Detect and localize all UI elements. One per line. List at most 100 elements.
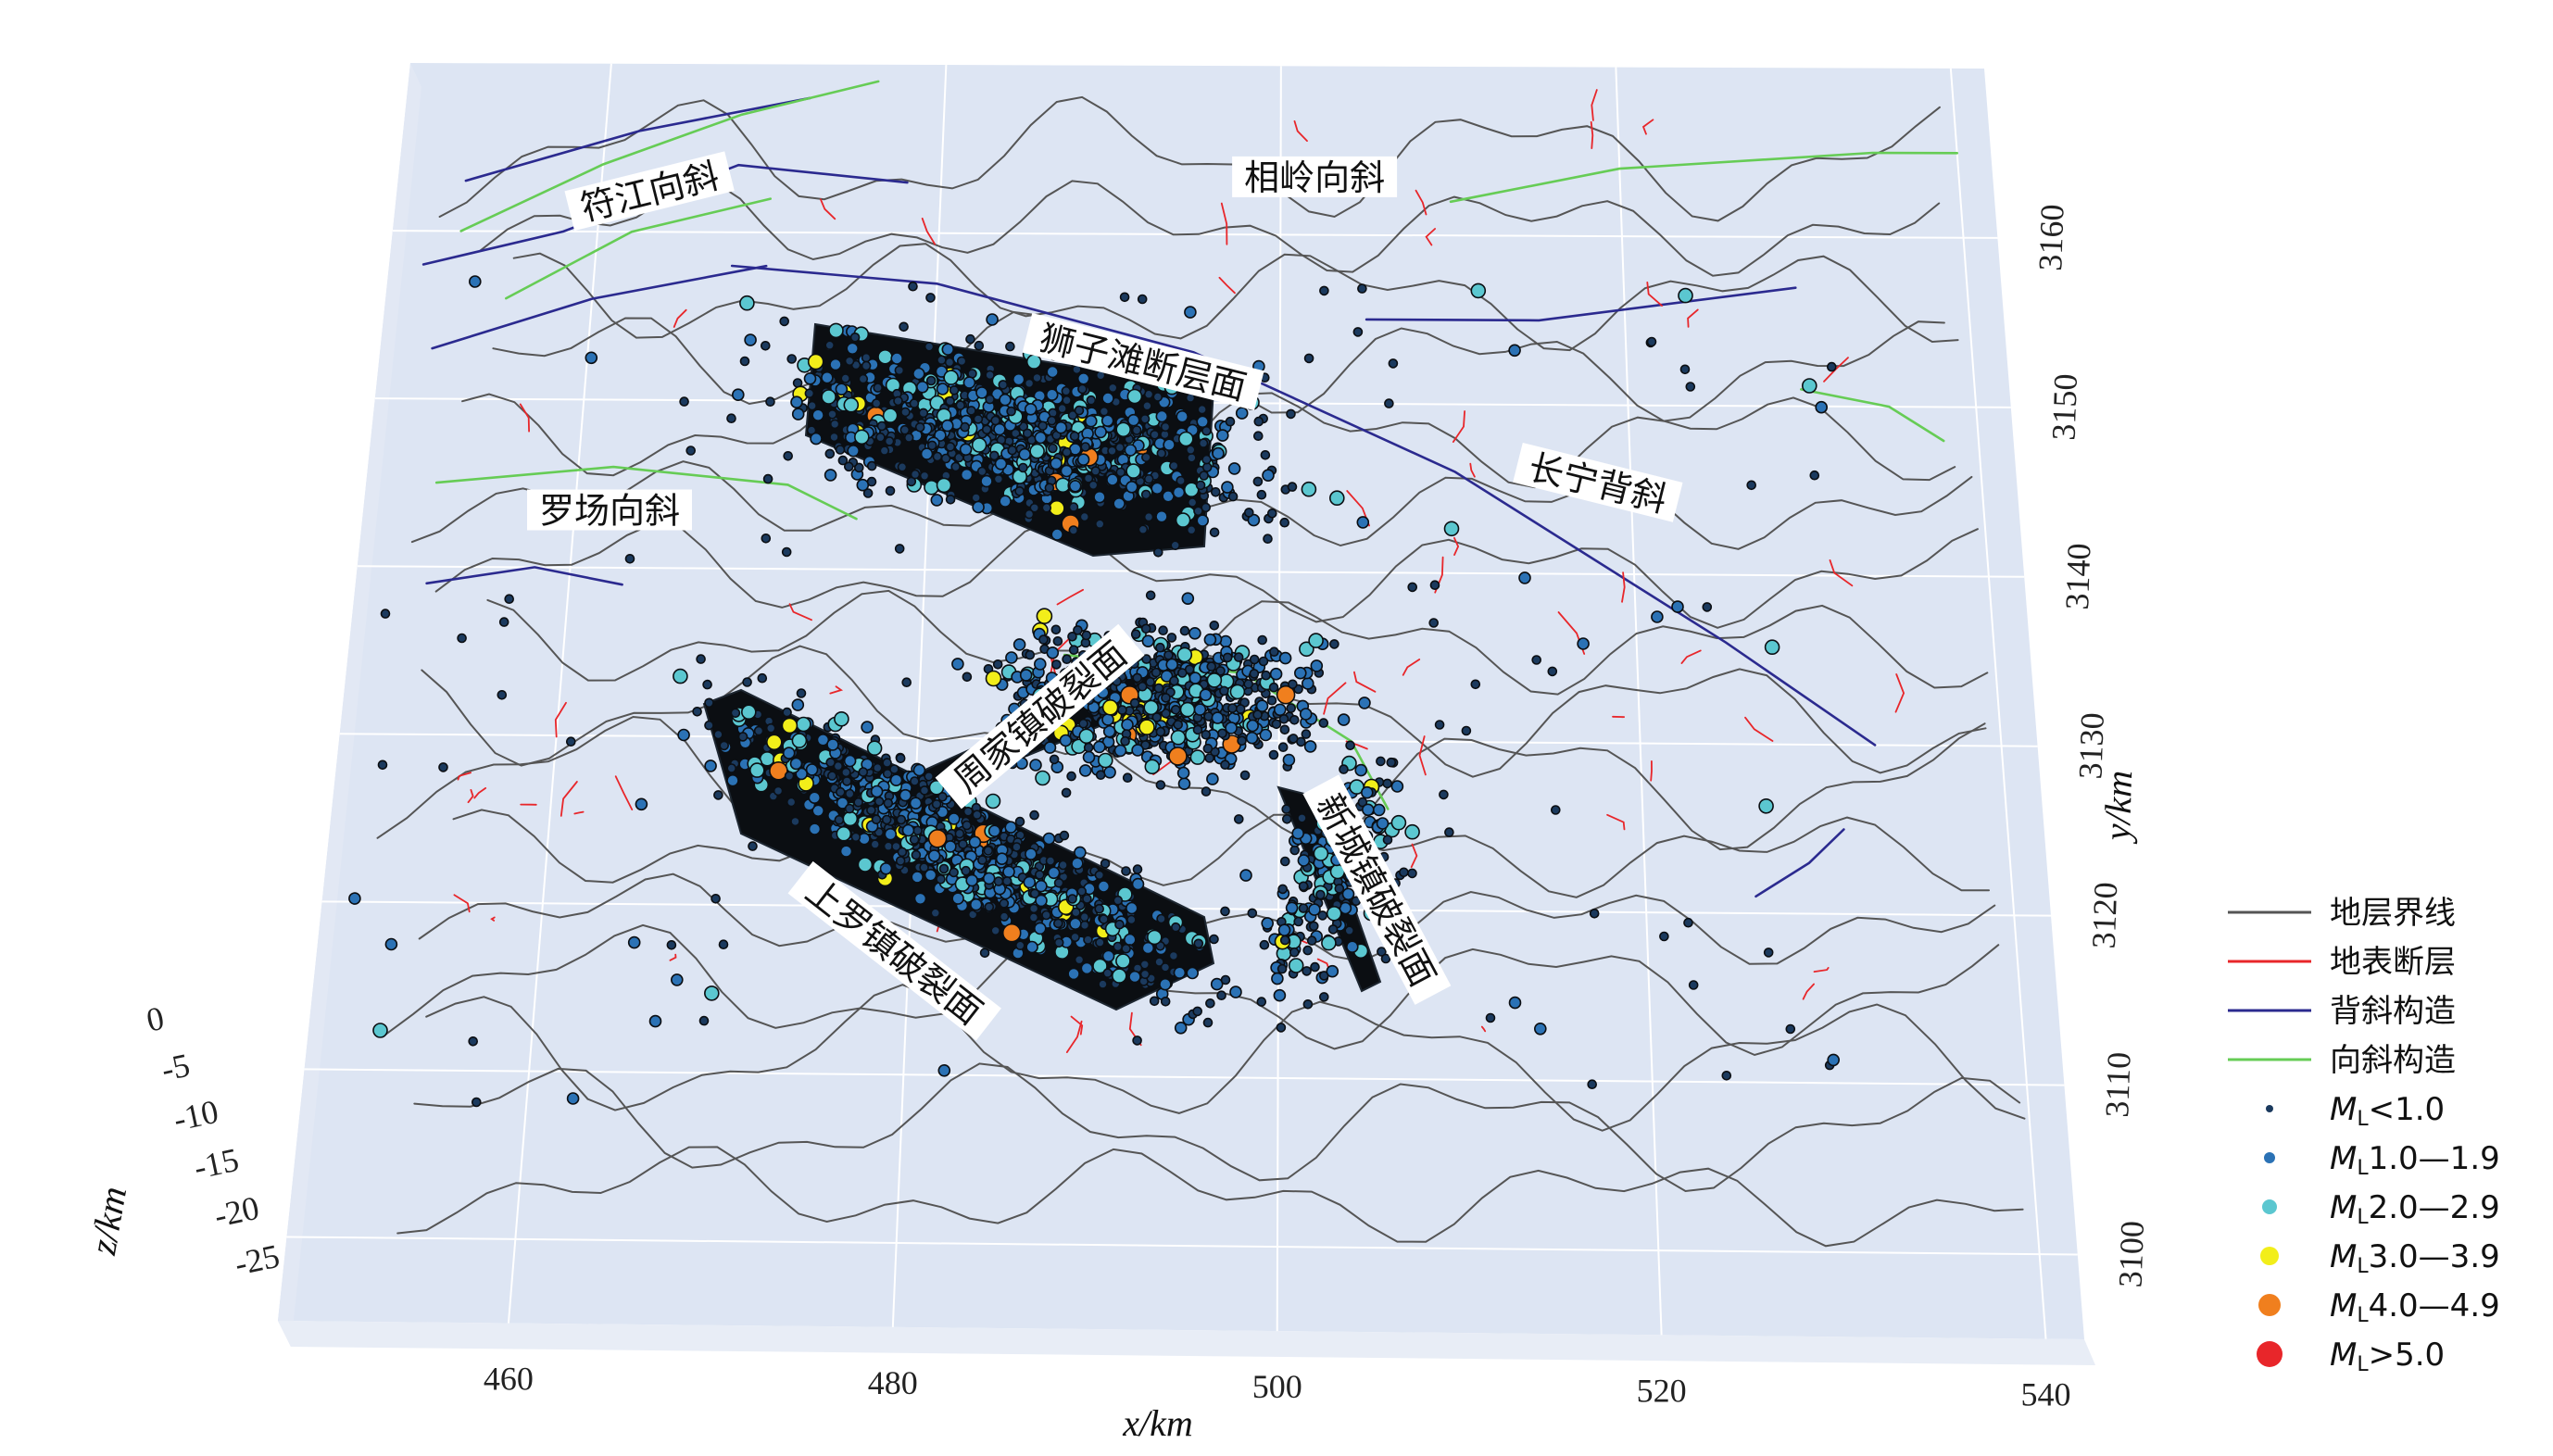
quake-2090 (1005, 651, 1018, 664)
quake-803 (1152, 392, 1163, 402)
quake-871 (1260, 449, 1271, 460)
quake-2321 (1177, 668, 1188, 678)
quake-1614 (1094, 903, 1104, 914)
quake-1478 (1160, 962, 1171, 973)
quake-1601 (982, 872, 996, 885)
quake-1554 (1147, 929, 1163, 946)
quake-1433 (891, 841, 901, 852)
quake-838 (973, 414, 984, 424)
quake-2395 (1145, 676, 1155, 687)
quake-2324 (1081, 630, 1092, 641)
quake-619 (739, 295, 755, 311)
quake-2631 (1470, 282, 1487, 299)
syncline-0 (459, 80, 880, 232)
quake-1644 (995, 852, 1009, 866)
quake-2614 (1354, 763, 1367, 777)
quake-2219 (1141, 654, 1151, 664)
quake-655 (807, 400, 818, 411)
quake-2189 (1206, 661, 1216, 672)
quake-609 (936, 383, 950, 395)
quake-720 (1022, 428, 1033, 439)
quake-451 (1155, 409, 1169, 423)
quake-2598 (1386, 757, 1397, 768)
quake-1648 (993, 876, 1004, 886)
fault-40 (820, 198, 836, 220)
stratum-line-15 (438, 95, 1941, 222)
quake-973 (790, 816, 800, 827)
quake-2580 (1382, 835, 1393, 846)
quake-581 (920, 447, 934, 460)
quake-2396 (1153, 683, 1164, 694)
quake-261 (824, 469, 837, 482)
quake-2002 (1179, 625, 1190, 636)
quake-885 (976, 466, 987, 477)
quake-1672 (977, 855, 987, 865)
annotation-bg (527, 489, 692, 531)
fault-32 (1353, 671, 1377, 693)
quake-1516 (841, 776, 852, 786)
quake-2684 (986, 313, 999, 326)
quake-880 (912, 367, 925, 381)
quake-1660 (1012, 842, 1022, 852)
quake-696 (903, 433, 914, 443)
quake-2049 (1329, 639, 1339, 649)
quake-1562 (834, 814, 845, 825)
quake-2701 (1076, 453, 1090, 467)
quake-1555 (1035, 870, 1045, 880)
quake-515 (1163, 438, 1176, 452)
quake-893 (1160, 421, 1171, 433)
quake-2625 (497, 689, 508, 700)
quake-614 (1156, 448, 1167, 458)
fault-39 (1829, 559, 1854, 587)
quake-2355 (1095, 770, 1106, 781)
x-tick-4: 540 (2021, 1376, 2071, 1413)
quake-1438 (1034, 922, 1047, 935)
quake-836 (1143, 511, 1154, 522)
z-tick-5: -25 (232, 1237, 283, 1283)
quake-2640 (1508, 344, 1521, 358)
quake-2674 (1444, 827, 1454, 837)
quake-1686 (1001, 923, 1022, 943)
quake-1427 (919, 785, 930, 796)
quake-1603 (769, 760, 788, 781)
quake-1912 (1036, 608, 1053, 625)
quake-1682 (1173, 966, 1187, 979)
quake-663 (1101, 392, 1114, 405)
quake-1606 (853, 797, 863, 808)
fault-11 (1813, 967, 1830, 973)
quake-2394 (1117, 705, 1127, 715)
quake-1107 (857, 857, 874, 872)
quake-2677 (1531, 655, 1541, 665)
quake-2641 (1809, 470, 1820, 481)
quake-2718 (1303, 353, 1314, 364)
quake-2175 (1177, 777, 1191, 791)
quake-1372 (850, 832, 861, 843)
quake-2720 (901, 677, 912, 688)
legend-swatch (2266, 1105, 2273, 1112)
quake-704 (980, 474, 993, 488)
quake-2655 (627, 935, 641, 949)
quake-2642 (1461, 725, 1472, 736)
quake-829 (962, 376, 976, 389)
quake-1300 (796, 716, 811, 733)
quake-2599 (1306, 935, 1317, 946)
quake-1654 (1202, 1017, 1214, 1028)
quake-832 (1047, 415, 1057, 426)
fault-65 (1802, 983, 1815, 1000)
quake-886 (1198, 438, 1209, 448)
quake-1684 (1001, 876, 1012, 886)
quake-571 (1061, 385, 1072, 396)
quake-787 (1068, 525, 1079, 535)
quake-760 (915, 380, 929, 394)
quake-2327 (1193, 703, 1207, 716)
quake-1655 (866, 805, 876, 816)
quake-984 (1141, 941, 1155, 955)
quake-2525 (1259, 939, 1270, 950)
fault-28 (1452, 410, 1465, 443)
quake-555 (875, 432, 886, 443)
x-tick-0: 460 (484, 1361, 534, 1398)
quake-1581 (919, 862, 929, 872)
quake-657 (993, 422, 1006, 436)
quake-2365 (1019, 669, 1033, 682)
quake-884 (884, 436, 895, 446)
